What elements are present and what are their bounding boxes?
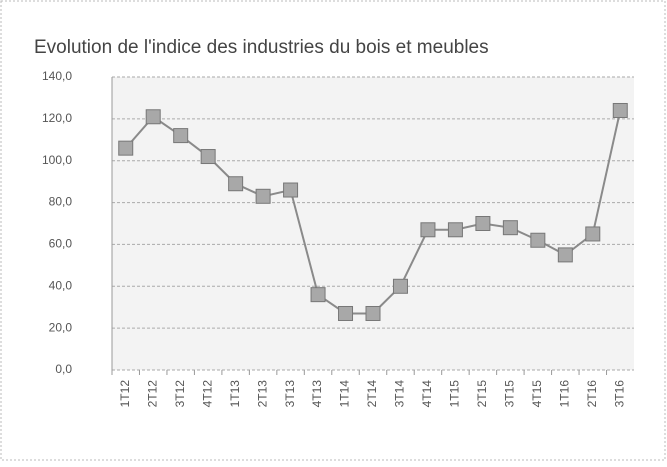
marker [392, 278, 408, 294]
marker [310, 287, 326, 303]
plot-area [112, 77, 634, 370]
marker [447, 222, 463, 238]
marker [200, 149, 216, 165]
x-tick-label: 2T16 [585, 380, 599, 408]
marker [502, 220, 518, 236]
y-tick-label: 40,0 [49, 278, 73, 292]
marker [228, 176, 244, 192]
marker [173, 128, 189, 144]
y-tick-label: 0,0 [55, 362, 72, 376]
x-tick-label: 4T14 [420, 380, 434, 408]
marker [557, 247, 573, 263]
y-tick-label: 60,0 [49, 237, 73, 251]
x-tick-label: 2T14 [365, 380, 379, 408]
x-tick-label: 3T14 [393, 380, 407, 408]
marker [145, 109, 161, 125]
chart-title: Evolution de l'indice des industries du … [34, 37, 489, 58]
x-tick-label: 3T13 [283, 380, 297, 408]
x-tick-label: 1T16 [557, 380, 571, 408]
x-tick-label: 1T13 [228, 380, 242, 408]
marker [530, 232, 546, 248]
x-tick-label: 3T15 [503, 380, 517, 408]
x-tick-label: 2T13 [255, 380, 269, 408]
x-tick-label: 2T15 [475, 380, 489, 408]
x-tick-label: 4T15 [530, 380, 544, 408]
marker [118, 140, 134, 156]
marker [585, 226, 601, 242]
y-tick-label: 120,0 [42, 111, 72, 125]
marker [475, 216, 491, 231]
y-tick-label: 80,0 [49, 195, 73, 209]
y-tick-label: 20,0 [49, 320, 73, 334]
y-tick-label: 140,0 [42, 69, 72, 83]
marker [420, 222, 436, 238]
x-tick-label: 3T16 [612, 380, 626, 408]
marker [338, 305, 354, 321]
marker [255, 188, 271, 204]
marker [612, 102, 628, 118]
x-tick-label: 1T15 [448, 380, 462, 408]
marker [283, 182, 299, 198]
x-tick-label: 1T14 [338, 380, 352, 408]
x-tick-label: 2T12 [145, 380, 159, 408]
marker [365, 305, 381, 321]
x-tick-label: 4T13 [310, 380, 324, 408]
x-tick-label: 1T12 [118, 380, 132, 408]
y-tick-label: 100,0 [42, 153, 72, 167]
x-tick-label: 4T12 [200, 380, 214, 408]
x-tick-label: 3T12 [173, 380, 187, 408]
